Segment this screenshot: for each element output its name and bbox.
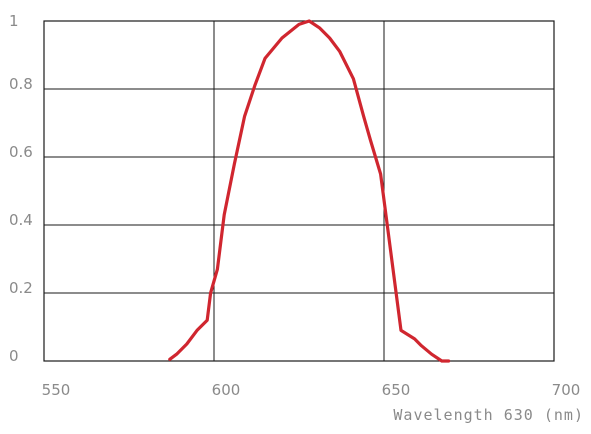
x-axis-title: Wavelength 630 (nm) [393, 406, 584, 424]
plot-frame [43, 20, 555, 362]
series-line [168, 19, 451, 363]
series-layer [168, 19, 451, 363]
x-tick-label: 650 [382, 381, 411, 399]
tick-labels: 0 0.2 0.4 0.6 0.8 1 550 600 650 700 [9, 12, 580, 399]
y-tick-label: 1 [9, 12, 19, 30]
y-tick-label: 0.6 [9, 143, 33, 161]
grid-layer [44, 21, 554, 361]
y-tick-label: 0.8 [9, 75, 33, 93]
y-tick-label: 0 [9, 347, 19, 365]
x-tick-label: 550 [42, 381, 71, 399]
x-tick-label: 700 [552, 381, 581, 399]
y-tick-label: 0.4 [9, 211, 33, 229]
y-tick-label: 0.2 [9, 279, 33, 297]
x-tick-label: 600 [212, 381, 241, 399]
